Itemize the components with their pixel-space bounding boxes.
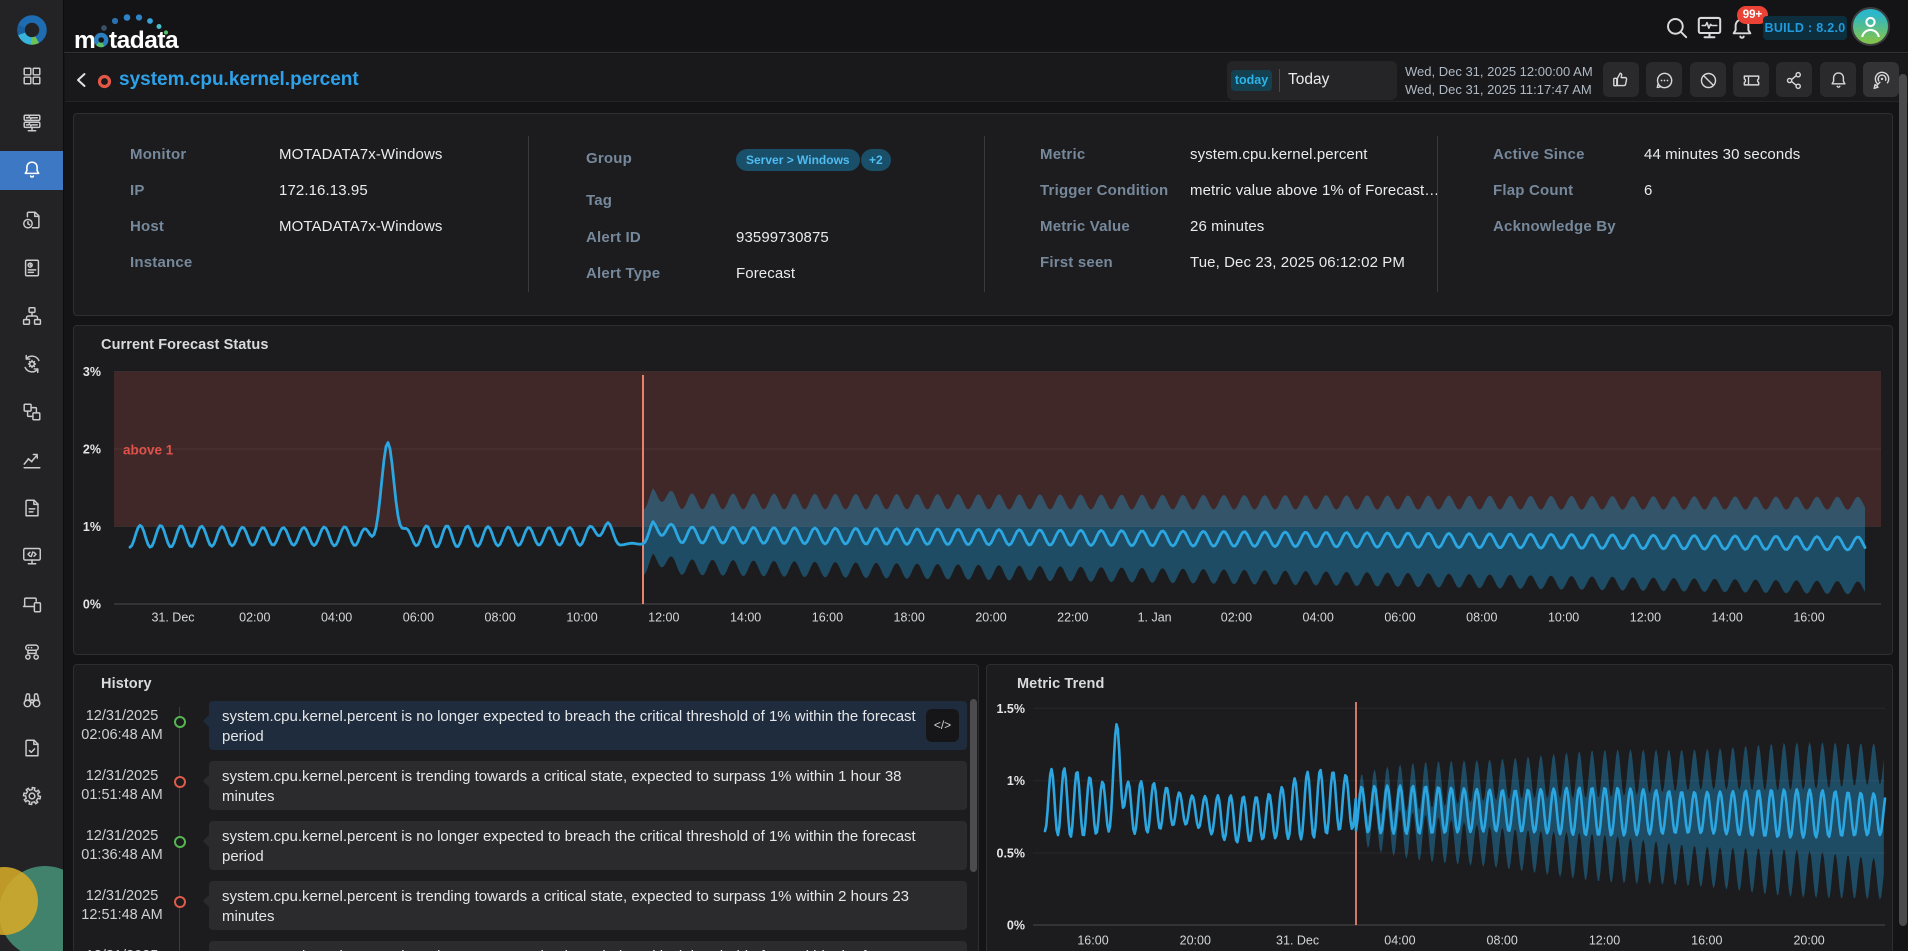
svg-text:m: m [74, 27, 95, 51]
svg-text:18:00: 18:00 [894, 611, 925, 625]
svg-text:16:00: 16:00 [812, 611, 843, 625]
svg-text:08:00: 08:00 [1487, 934, 1518, 948]
svg-text:04:00: 04:00 [1384, 934, 1415, 948]
svg-text:14:00: 14:00 [1712, 611, 1743, 625]
svg-text:31. Dec: 31. Dec [1276, 934, 1319, 948]
svg-text:02:00: 02:00 [1221, 611, 1252, 625]
svg-text:0%: 0% [83, 598, 101, 612]
svg-text:06:00: 06:00 [1384, 611, 1415, 625]
svg-text:above 1: above 1 [123, 443, 174, 458]
svg-text:04:00: 04:00 [321, 611, 352, 625]
svg-text:1%: 1% [1007, 774, 1025, 788]
svg-text:tadata: tadata [109, 27, 179, 51]
svg-text:08:00: 08:00 [485, 611, 516, 625]
svg-text:12:00: 12:00 [648, 611, 679, 625]
svg-text:16:00: 16:00 [1691, 934, 1722, 948]
svg-text:06:00: 06:00 [403, 611, 434, 625]
svg-text:12:00: 12:00 [1630, 611, 1661, 625]
svg-text:20:00: 20:00 [975, 611, 1006, 625]
svg-text:16:00: 16:00 [1077, 934, 1108, 948]
svg-text:04:00: 04:00 [1303, 611, 1334, 625]
svg-text:22:00: 22:00 [1057, 611, 1088, 625]
svg-text:02:00: 02:00 [239, 611, 270, 625]
svg-text:20:00: 20:00 [1180, 934, 1211, 948]
svg-text:1.5%: 1.5% [997, 702, 1026, 716]
svg-text:10:00: 10:00 [566, 611, 597, 625]
svg-text:0%: 0% [1007, 919, 1025, 933]
svg-text:20:00: 20:00 [1793, 934, 1824, 948]
svg-text:10:00: 10:00 [1548, 611, 1579, 625]
svg-text:14:00: 14:00 [730, 611, 761, 625]
svg-text:0.5%: 0.5% [997, 847, 1026, 861]
svg-text:1%: 1% [83, 520, 101, 534]
svg-text:16:00: 16:00 [1793, 611, 1824, 625]
svg-text:12:00: 12:00 [1589, 934, 1620, 948]
svg-text:2%: 2% [83, 443, 101, 457]
svg-text:31. Dec: 31. Dec [151, 611, 194, 625]
svg-text:1. Jan: 1. Jan [1138, 611, 1172, 625]
svg-text:3%: 3% [83, 365, 101, 379]
svg-text:08:00: 08:00 [1466, 611, 1497, 625]
